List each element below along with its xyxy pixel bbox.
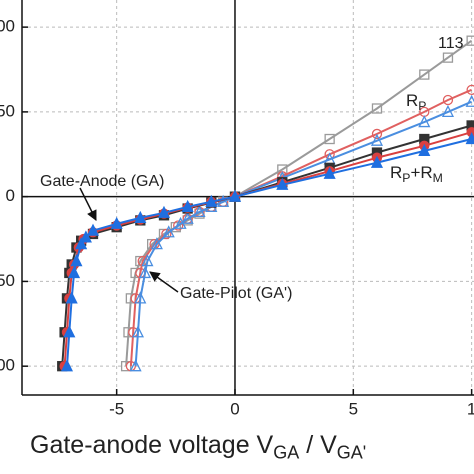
marker xyxy=(276,177,289,190)
marker xyxy=(419,69,430,80)
marker xyxy=(465,132,474,145)
text-part: +R xyxy=(410,163,432,182)
x-tick-label: 1 xyxy=(467,399,474,418)
marker xyxy=(277,164,288,175)
series-line xyxy=(125,39,473,367)
marker xyxy=(323,166,336,179)
marker xyxy=(466,84,474,95)
marker xyxy=(150,237,163,250)
annotation: RP+RM xyxy=(390,163,443,185)
marker xyxy=(65,291,78,304)
text-part: R xyxy=(406,91,418,110)
marker xyxy=(134,210,147,223)
marker xyxy=(131,325,145,338)
text-part: 113 xyxy=(438,35,464,52)
marker xyxy=(110,216,123,229)
text-part: R xyxy=(390,163,402,182)
marker xyxy=(466,35,474,46)
marker xyxy=(139,265,152,279)
marker xyxy=(79,230,92,243)
marker xyxy=(161,228,172,240)
text-part: GA' xyxy=(337,442,366,462)
marker xyxy=(324,133,335,145)
text-part: M xyxy=(433,171,443,185)
grid xyxy=(22,0,474,395)
y-tick-label: 50 xyxy=(0,271,15,290)
series-line xyxy=(134,100,472,367)
marker xyxy=(371,128,383,140)
annotation: Gate-Anode (GA) xyxy=(40,173,165,190)
marker xyxy=(173,220,184,231)
x-tick-label: 0 xyxy=(230,399,239,418)
text-part: / V xyxy=(299,431,337,459)
annotation: RP xyxy=(406,91,426,113)
y-tick-label: 00 xyxy=(0,17,15,36)
text-part: Gate-Pilot (GA') xyxy=(180,285,292,302)
annotation: Gate-Pilot (GA') xyxy=(180,285,292,302)
marker xyxy=(418,115,431,128)
marker xyxy=(70,254,83,267)
marker xyxy=(370,133,384,146)
text-part: Gate-Anode (GA) xyxy=(40,173,165,190)
marker xyxy=(465,94,474,107)
x-tick-label: -5 xyxy=(109,399,124,418)
marker xyxy=(193,204,206,218)
marker xyxy=(370,155,384,168)
marker xyxy=(181,199,194,212)
marker xyxy=(157,205,171,218)
marker xyxy=(63,325,76,338)
marker xyxy=(441,104,455,118)
marker xyxy=(134,291,147,304)
marker xyxy=(75,237,88,250)
arrow xyxy=(149,271,179,293)
arrow xyxy=(79,187,97,221)
x-tick-label: 5 xyxy=(349,399,358,418)
marker xyxy=(60,359,74,372)
annotation: 113 xyxy=(438,35,464,52)
y-tick-label: 50 xyxy=(0,101,15,120)
marker xyxy=(162,225,175,238)
text-part: P xyxy=(418,99,426,113)
marker xyxy=(170,222,181,233)
marker xyxy=(129,359,142,372)
marker xyxy=(181,211,194,224)
series xyxy=(60,132,474,372)
marker xyxy=(418,143,431,157)
y-tick-label: 0 xyxy=(6,186,15,205)
x-axis-label: Gate-anode voltage VGA / VGA' xyxy=(30,431,366,463)
marker xyxy=(442,94,454,106)
plot-area xyxy=(57,35,474,372)
marker xyxy=(205,194,218,207)
marker xyxy=(228,189,242,202)
marker xyxy=(68,265,81,279)
marker xyxy=(141,254,154,267)
series xyxy=(120,35,474,372)
text-part: Gate-anode voltage V xyxy=(30,431,274,459)
series xyxy=(129,94,474,372)
marker xyxy=(371,103,383,114)
text-part: P xyxy=(402,171,410,185)
series xyxy=(57,120,474,372)
marker xyxy=(442,52,454,63)
marker xyxy=(86,223,100,236)
text-part: GA xyxy=(273,442,299,462)
y-tick-label: 00 xyxy=(0,356,15,375)
